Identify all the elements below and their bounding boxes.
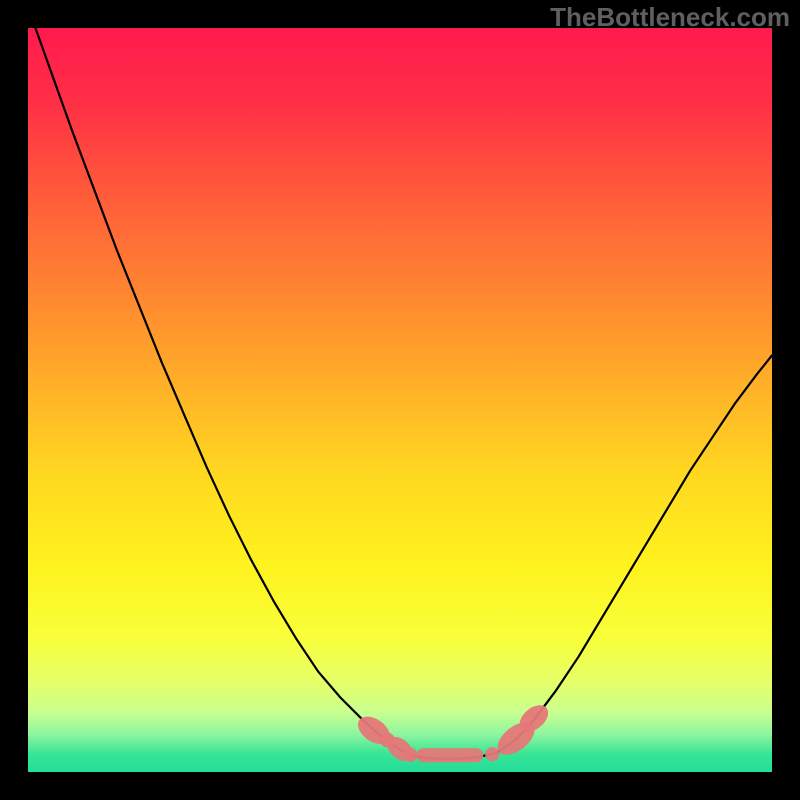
marker-left-cluster [403, 748, 417, 762]
chart-plot-area [28, 28, 772, 772]
marker-bottom-bar [416, 748, 483, 762]
chart-svg [28, 28, 772, 772]
marker-right-cluster [485, 747, 499, 761]
chart-background [28, 28, 772, 772]
